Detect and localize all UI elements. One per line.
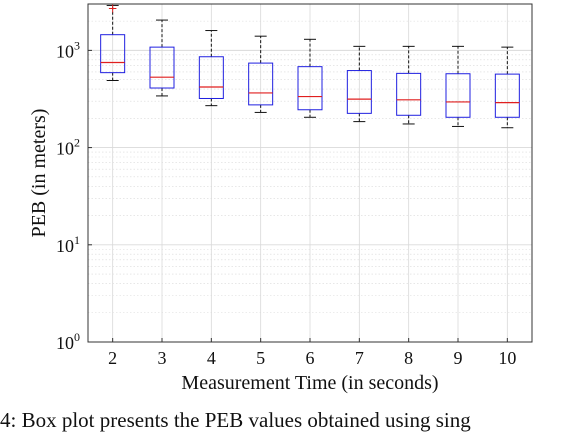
box-8: [396, 45, 422, 125]
x-tick-label: 3: [158, 348, 167, 368]
box-5: [248, 35, 274, 113]
x-tick-label: 10: [498, 348, 516, 368]
y-tick-label: 101: [56, 233, 80, 256]
box-series: +: [100, 1, 520, 129]
y-tick-label: 102: [56, 136, 80, 159]
x-axis-ticks: 2 3 4 5 6 7 8 9 10: [108, 338, 516, 368]
y-axis-ticks: 100 101 102 103: [56, 38, 92, 353]
box-iqr: [248, 62, 274, 106]
y-axis-label: PEB (in meters): [28, 109, 50, 238]
box-4: [198, 30, 224, 107]
box-iqr: [445, 73, 471, 118]
box-iqr: [346, 70, 372, 114]
figure-caption: 4: Box plot presents the PEB values obta…: [0, 408, 471, 432]
box-2: +: [100, 1, 126, 81]
box-iqr: [149, 46, 175, 89]
x-tick-label: 9: [454, 348, 463, 368]
x-tick-label: 2: [108, 348, 117, 368]
x-axis-label: Measurement Time (in seconds): [181, 372, 438, 394]
box-iqr: [100, 34, 126, 74]
box-iqr: [198, 56, 224, 99]
box-9: [445, 45, 471, 127]
outlier-marker: +: [108, 1, 118, 15]
box-3: [149, 19, 175, 97]
x-tick-label: 8: [404, 348, 413, 368]
y-tick-label: 100: [56, 330, 80, 353]
box-7: [346, 45, 372, 123]
x-tick-label: 6: [306, 348, 315, 368]
y-tick-label: 103: [56, 38, 80, 61]
x-tick-label: 5: [256, 348, 265, 368]
x-tick-label: 4: [207, 348, 216, 368]
box-10: [494, 46, 520, 129]
x-tick-label: 7: [355, 348, 364, 368]
box-iqr: [297, 66, 323, 111]
box-iqr: [396, 72, 422, 116]
box-plot-chart: + 2 3 4 5 6 7 8 9 10 100 101 102 103 Measurement Ti…: [28, 1, 533, 394]
box-iqr: [494, 73, 520, 118]
box-6: [297, 38, 323, 118]
